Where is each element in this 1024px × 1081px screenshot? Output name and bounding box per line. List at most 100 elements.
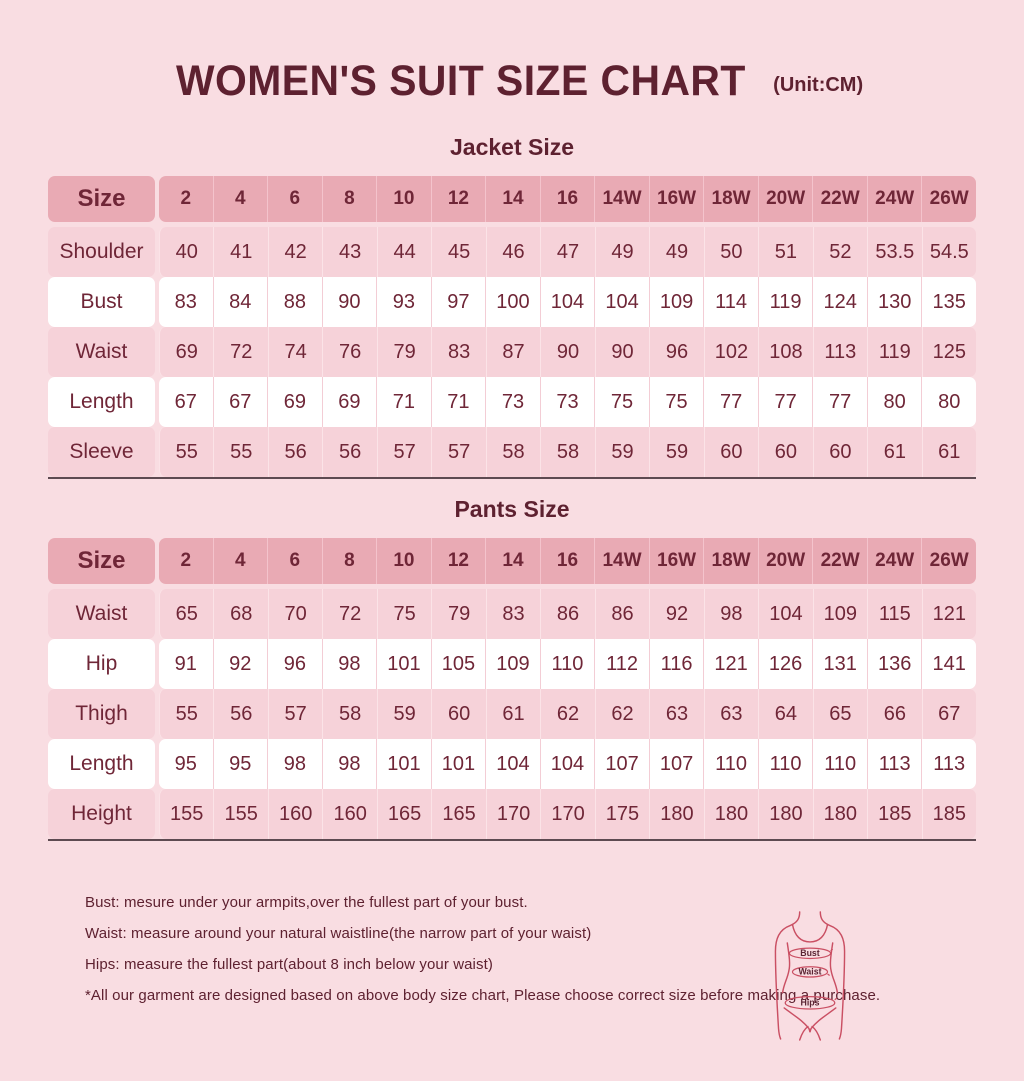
value-cell: 57: [376, 427, 431, 477]
value-cell: 136: [866, 639, 922, 689]
value-cell: 113: [866, 739, 922, 789]
value-cell: 63: [703, 689, 758, 739]
value-cell: 47: [540, 227, 594, 277]
size-header-cell: 8: [321, 176, 377, 222]
value-cell: 52: [812, 227, 867, 277]
figure-bust-label: Bust: [800, 948, 820, 958]
value-cell: 44: [376, 227, 431, 277]
torso-outline-icon: Bust Waist Hips: [774, 911, 846, 1041]
value-cell: 55: [175, 440, 198, 463]
size-header-cell: 14: [485, 176, 540, 222]
value-cell: 40: [175, 240, 198, 263]
value-cell: 57: [267, 689, 322, 739]
value-cell: 105: [430, 639, 486, 689]
value-cell: 69: [267, 377, 322, 427]
value-cell: 104: [485, 739, 540, 789]
figure-waist-label: Waist: [798, 966, 821, 976]
size-header-cell: 26W: [921, 176, 976, 222]
size-header-cell: 14W: [594, 176, 649, 222]
value-cell: 95: [212, 739, 268, 789]
value-cell: 60: [703, 427, 758, 477]
value-cell: 114: [703, 277, 758, 327]
size-header-cell: 20W: [757, 176, 813, 222]
value-cell: 90: [594, 327, 649, 377]
value-cell: 56: [213, 689, 267, 739]
value-cell: 42: [267, 227, 322, 277]
value-cell: 88: [267, 277, 322, 327]
value-cell: 56: [322, 427, 376, 477]
row-label-cell: Length: [48, 377, 155, 427]
value-cell: 61: [867, 427, 921, 477]
value-cell: 170: [540, 789, 594, 839]
measurement-notes: Bust: mesure under your armpits,over the…: [85, 887, 1024, 1011]
value-cell: 101: [430, 739, 486, 789]
value-cell: 54.5: [921, 227, 976, 277]
value-cell: 165: [376, 789, 431, 839]
value-cell: 115: [867, 589, 921, 639]
value-cell: 65: [812, 689, 867, 739]
value-cell: 107: [594, 739, 649, 789]
table-row: Waist 65 68 70 72 75 79 83 86 86 92 98 104 109 115 121: [48, 589, 976, 639]
value-cell: 65: [175, 602, 198, 625]
figure-hips-label: Hips: [801, 997, 820, 1007]
value-cell: 180: [649, 789, 703, 839]
size-header-cell: 22W: [812, 538, 867, 584]
size-header-cell: 18W: [703, 538, 758, 584]
value-cell: 104: [758, 589, 812, 639]
value-cell: 71: [376, 377, 431, 427]
size-header-cell: 24W: [866, 538, 922, 584]
value-cell: 73: [485, 377, 540, 427]
value-cell: 97: [430, 277, 486, 327]
value-cell: 104: [539, 277, 595, 327]
value-cell: 101: [376, 639, 431, 689]
value-cell: 91: [174, 652, 197, 675]
table-row: Height 155 155 160 160 165 165 170 170 175 180 180 1…: [48, 789, 976, 839]
value-cell: 90: [540, 327, 594, 377]
value-cell: 126: [757, 639, 813, 689]
value-cell: 62: [540, 689, 594, 739]
row-band: 67 67 69 69 71 71 73 73 75 75 77 77 77 80 80: [159, 377, 976, 427]
size-header-cell: 12: [430, 538, 486, 584]
value-cell: 98: [267, 739, 322, 789]
row-label-cell: Waist: [48, 327, 155, 377]
row-band: 91 92 96 98 101 105 109 110 112 116 121 126 131 136 14…: [159, 639, 976, 689]
value-cell: 75: [594, 377, 649, 427]
table-header-row: Size 2 4 6 8 10 12 14 16 14W 16W 18W 20W 22W 24W 26W: [48, 176, 976, 222]
value-cell: 165: [431, 789, 485, 839]
value-cell: 109: [812, 589, 867, 639]
value-cell: 51: [758, 227, 812, 277]
header-band: 2 4 6 8 10 12 14 16 14W 16W 18W 20W 22W 24W 26W: [159, 538, 976, 584]
value-cell: 135: [921, 277, 976, 327]
size-header-cell: 10: [376, 538, 431, 584]
value-cell: 72: [322, 589, 376, 639]
pants-size-table: Size 2 4 6 8 10 12 14 16 14W 16W 18W 20W 22W 24W 26W Wai…: [48, 538, 976, 839]
value-cell: 119: [757, 277, 813, 327]
value-cell: 58: [322, 689, 376, 739]
row-label-cell: Thigh: [48, 689, 155, 739]
size-header-cell: 4: [212, 538, 268, 584]
value-cell: 107: [648, 739, 704, 789]
value-cell: 83: [431, 327, 485, 377]
value-cell: 96: [649, 327, 703, 377]
value-cell: 53.5: [867, 227, 921, 277]
value-cell: 90: [321, 277, 377, 327]
table-row: Thigh 55 56 57 58 59 60 61 62 62 63 63 64 65 66 67: [48, 689, 976, 739]
note-bust: Bust: mesure under your armpits,over the…: [85, 894, 528, 911]
value-cell: 104: [539, 739, 595, 789]
value-cell: 50: [703, 227, 758, 277]
value-cell: 58: [540, 427, 594, 477]
value-cell: 102: [703, 327, 758, 377]
value-cell: 125: [921, 327, 976, 377]
size-header-cell: 14: [485, 538, 540, 584]
value-cell: 71: [430, 377, 486, 427]
value-cell: 101: [376, 739, 431, 789]
value-cell: 109: [648, 277, 704, 327]
value-cell: 60: [758, 427, 812, 477]
note-waist: Waist: measure around your natural waist…: [85, 925, 592, 942]
table-header-row: Size 2 4 6 8 10 12 14 16 14W 16W 18W 20W 22W 24W 26W: [48, 538, 976, 584]
value-cell: 59: [376, 689, 431, 739]
row-label-cell: Height: [48, 789, 155, 839]
row-band: 55 56 57 58 59 60 61 62 62 63 63 64 65 66 67: [159, 689, 976, 739]
value-cell: 43: [322, 227, 376, 277]
size-header-cell: 16: [539, 176, 595, 222]
